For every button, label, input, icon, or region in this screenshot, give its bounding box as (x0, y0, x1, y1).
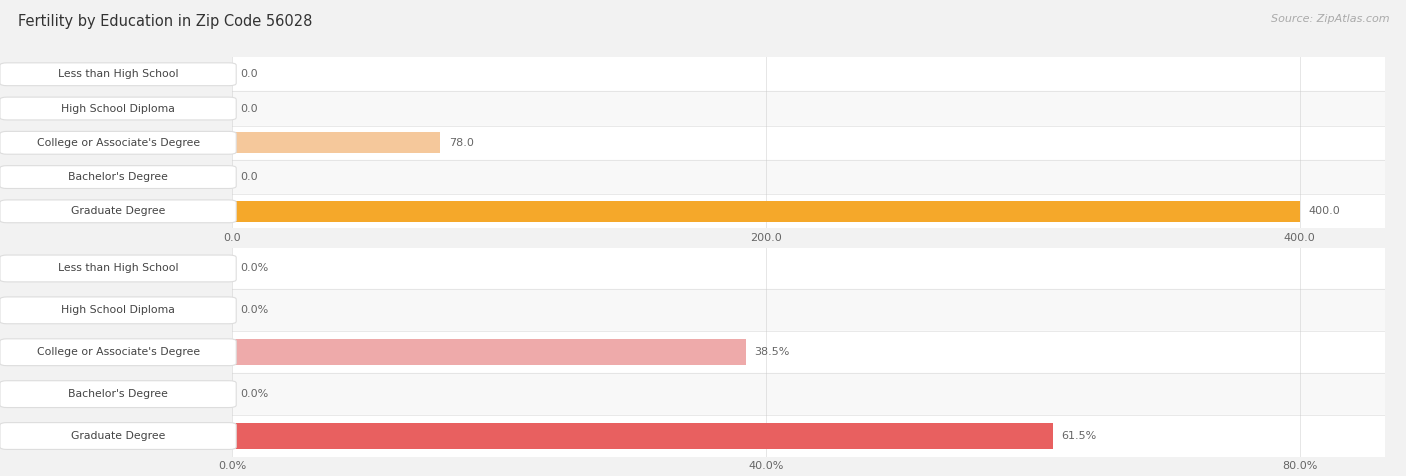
Text: 0.0%: 0.0% (240, 263, 269, 274)
Text: Fertility by Education in Zip Code 56028: Fertility by Education in Zip Code 56028 (18, 14, 312, 30)
Bar (232, 91, 1385, 126)
Text: Graduate Degree: Graduate Degree (70, 431, 166, 441)
Text: High School Diploma: High School Diploma (62, 305, 174, 316)
Text: Source: ZipAtlas.com: Source: ZipAtlas.com (1271, 14, 1389, 24)
Text: 0.0: 0.0 (240, 103, 259, 114)
Bar (232, 201, 1299, 222)
Text: 0.0: 0.0 (240, 172, 259, 182)
Text: 0.0: 0.0 (240, 69, 259, 79)
Bar (232, 57, 1385, 91)
Bar (232, 289, 1385, 331)
Text: 61.5%: 61.5% (1062, 431, 1097, 441)
Text: College or Associate's Degree: College or Associate's Degree (37, 138, 200, 148)
Text: Bachelor's Degree: Bachelor's Degree (67, 389, 169, 399)
Bar (232, 423, 1053, 449)
Bar (232, 132, 440, 153)
Bar (232, 373, 1385, 415)
Bar (232, 415, 1385, 457)
Bar (232, 160, 1385, 194)
Text: 38.5%: 38.5% (754, 347, 790, 357)
Bar (232, 331, 1385, 373)
Text: Graduate Degree: Graduate Degree (70, 206, 166, 217)
Text: Less than High School: Less than High School (58, 263, 179, 274)
Text: Less than High School: Less than High School (58, 69, 179, 79)
Bar (232, 339, 745, 365)
Text: Bachelor's Degree: Bachelor's Degree (67, 172, 169, 182)
Bar (232, 248, 1385, 289)
Bar (232, 126, 1385, 160)
Text: College or Associate's Degree: College or Associate's Degree (37, 347, 200, 357)
Text: 78.0: 78.0 (449, 138, 474, 148)
Bar (232, 194, 1385, 228)
Text: High School Diploma: High School Diploma (62, 103, 174, 114)
Text: 400.0: 400.0 (1308, 206, 1340, 217)
Text: 0.0%: 0.0% (240, 389, 269, 399)
Text: 0.0%: 0.0% (240, 305, 269, 316)
